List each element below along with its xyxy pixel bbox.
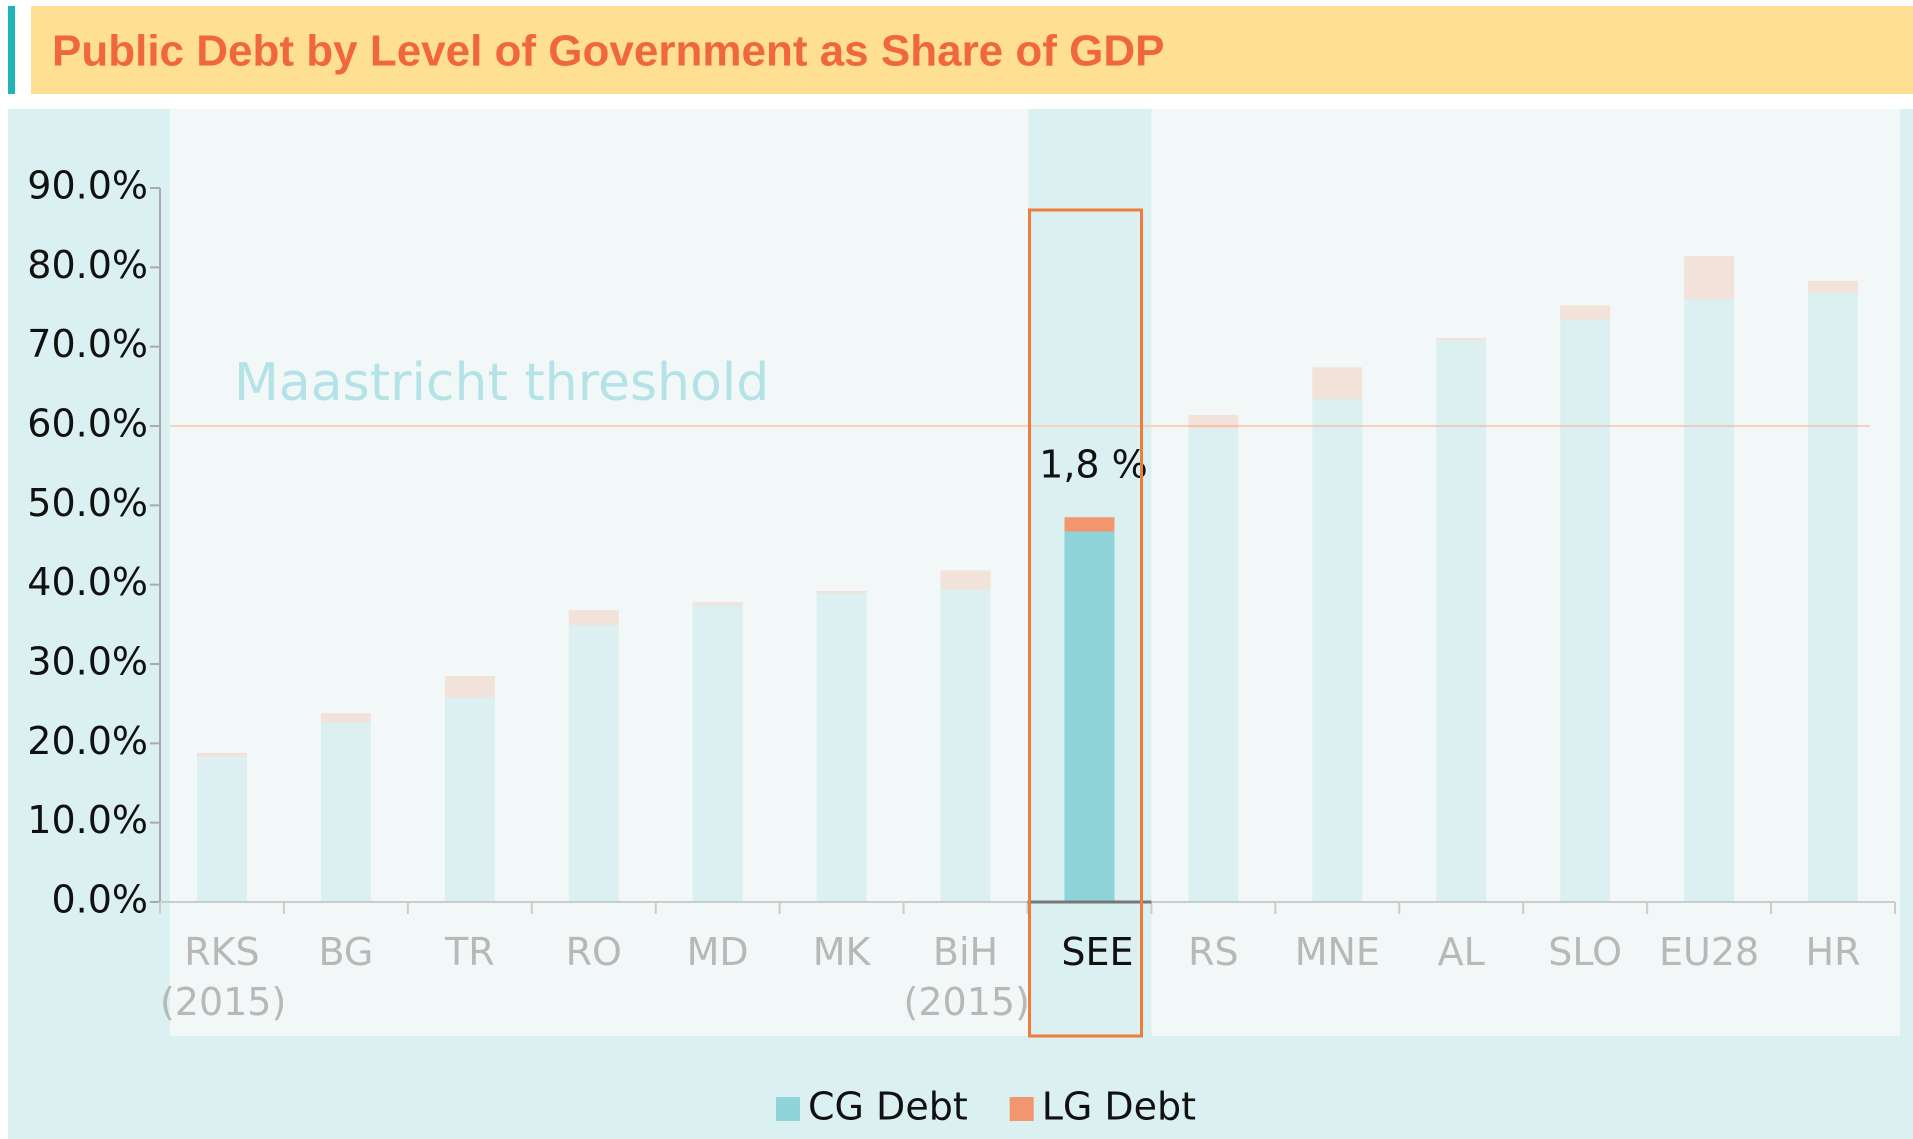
bar-segment — [692, 602, 743, 606]
legend-label: LG Debt — [1042, 1085, 1196, 1129]
bar-segment — [320, 722, 371, 902]
threshold-label: Maastricht threshold — [234, 353, 769, 413]
x-tick-label: RO — [565, 930, 622, 974]
bar-segment — [1560, 319, 1611, 902]
y-tick-label: 60.0% — [27, 402, 148, 446]
title-bar — [31, 6, 1913, 94]
bar-segment — [1188, 428, 1239, 902]
bar-segment — [1436, 337, 1487, 341]
y-tick-label: 50.0% — [27, 481, 148, 525]
bar-segment — [1312, 367, 1363, 400]
y-tick-label: 0.0% — [51, 878, 148, 922]
bar-segment — [1188, 414, 1239, 429]
bar-segment — [444, 675, 495, 698]
bar-segment — [1808, 292, 1859, 903]
bar-segment — [816, 591, 867, 594]
bar-segment — [568, 625, 619, 902]
legend-swatch — [1009, 1097, 1034, 1121]
bar-segment — [692, 605, 743, 902]
legend-swatch — [776, 1097, 800, 1121]
y-tick-label: 70.0% — [27, 322, 148, 366]
x-tick-label: MNE — [1294, 930, 1380, 974]
bar-segment — [1064, 517, 1115, 532]
x-tick-label: SLO — [1548, 930, 1623, 974]
bar-segment — [568, 610, 619, 626]
bar-segment — [1436, 340, 1487, 902]
bar-segment — [444, 697, 495, 902]
bar-segment — [1684, 299, 1735, 903]
x-tick-label: EU28 — [1659, 930, 1760, 974]
y-tick-label: 90.0% — [27, 164, 148, 208]
title-stripe — [8, 6, 15, 94]
y-tick-label: 30.0% — [27, 640, 148, 684]
x-tick-label: BG — [318, 930, 374, 974]
bar-segment — [1684, 256, 1735, 300]
x-tick-label: HR — [1805, 930, 1861, 974]
x-tick-label: AL — [1437, 930, 1485, 974]
highlight-box — [1028, 208, 1143, 1038]
chart-title: Public Debt by Level of Government as Sh… — [52, 27, 1164, 76]
bar-segment — [1312, 399, 1363, 902]
x-tick-label: RKS (2015) — [159, 930, 287, 1024]
y-tick-label: 10.0% — [27, 798, 148, 842]
bar-segment — [940, 570, 991, 590]
bar-segment — [1808, 280, 1859, 293]
bar-segment — [940, 589, 991, 902]
y-tick-label: 20.0% — [27, 719, 148, 763]
x-tick-label: MK — [812, 930, 871, 974]
bar-segment — [1560, 305, 1611, 320]
bar-segment — [320, 713, 371, 723]
x-tick-label: BiH (2015) — [903, 930, 1030, 1024]
bar-segment — [196, 756, 247, 902]
y-tick-label: 80.0% — [27, 243, 148, 287]
bar-segment — [196, 752, 247, 757]
data-label: 1,8 % — [1039, 443, 1148, 487]
legend-label: CG Debt — [808, 1085, 968, 1129]
bar-segment — [816, 593, 867, 902]
y-tick-label: 40.0% — [27, 560, 148, 604]
bar-segment — [1064, 531, 1115, 902]
x-tick-label: TR — [445, 930, 495, 974]
x-tick-label: SEE — [1061, 930, 1134, 974]
x-tick-label: RS — [1188, 930, 1239, 974]
x-tick-label: MD — [686, 930, 749, 974]
